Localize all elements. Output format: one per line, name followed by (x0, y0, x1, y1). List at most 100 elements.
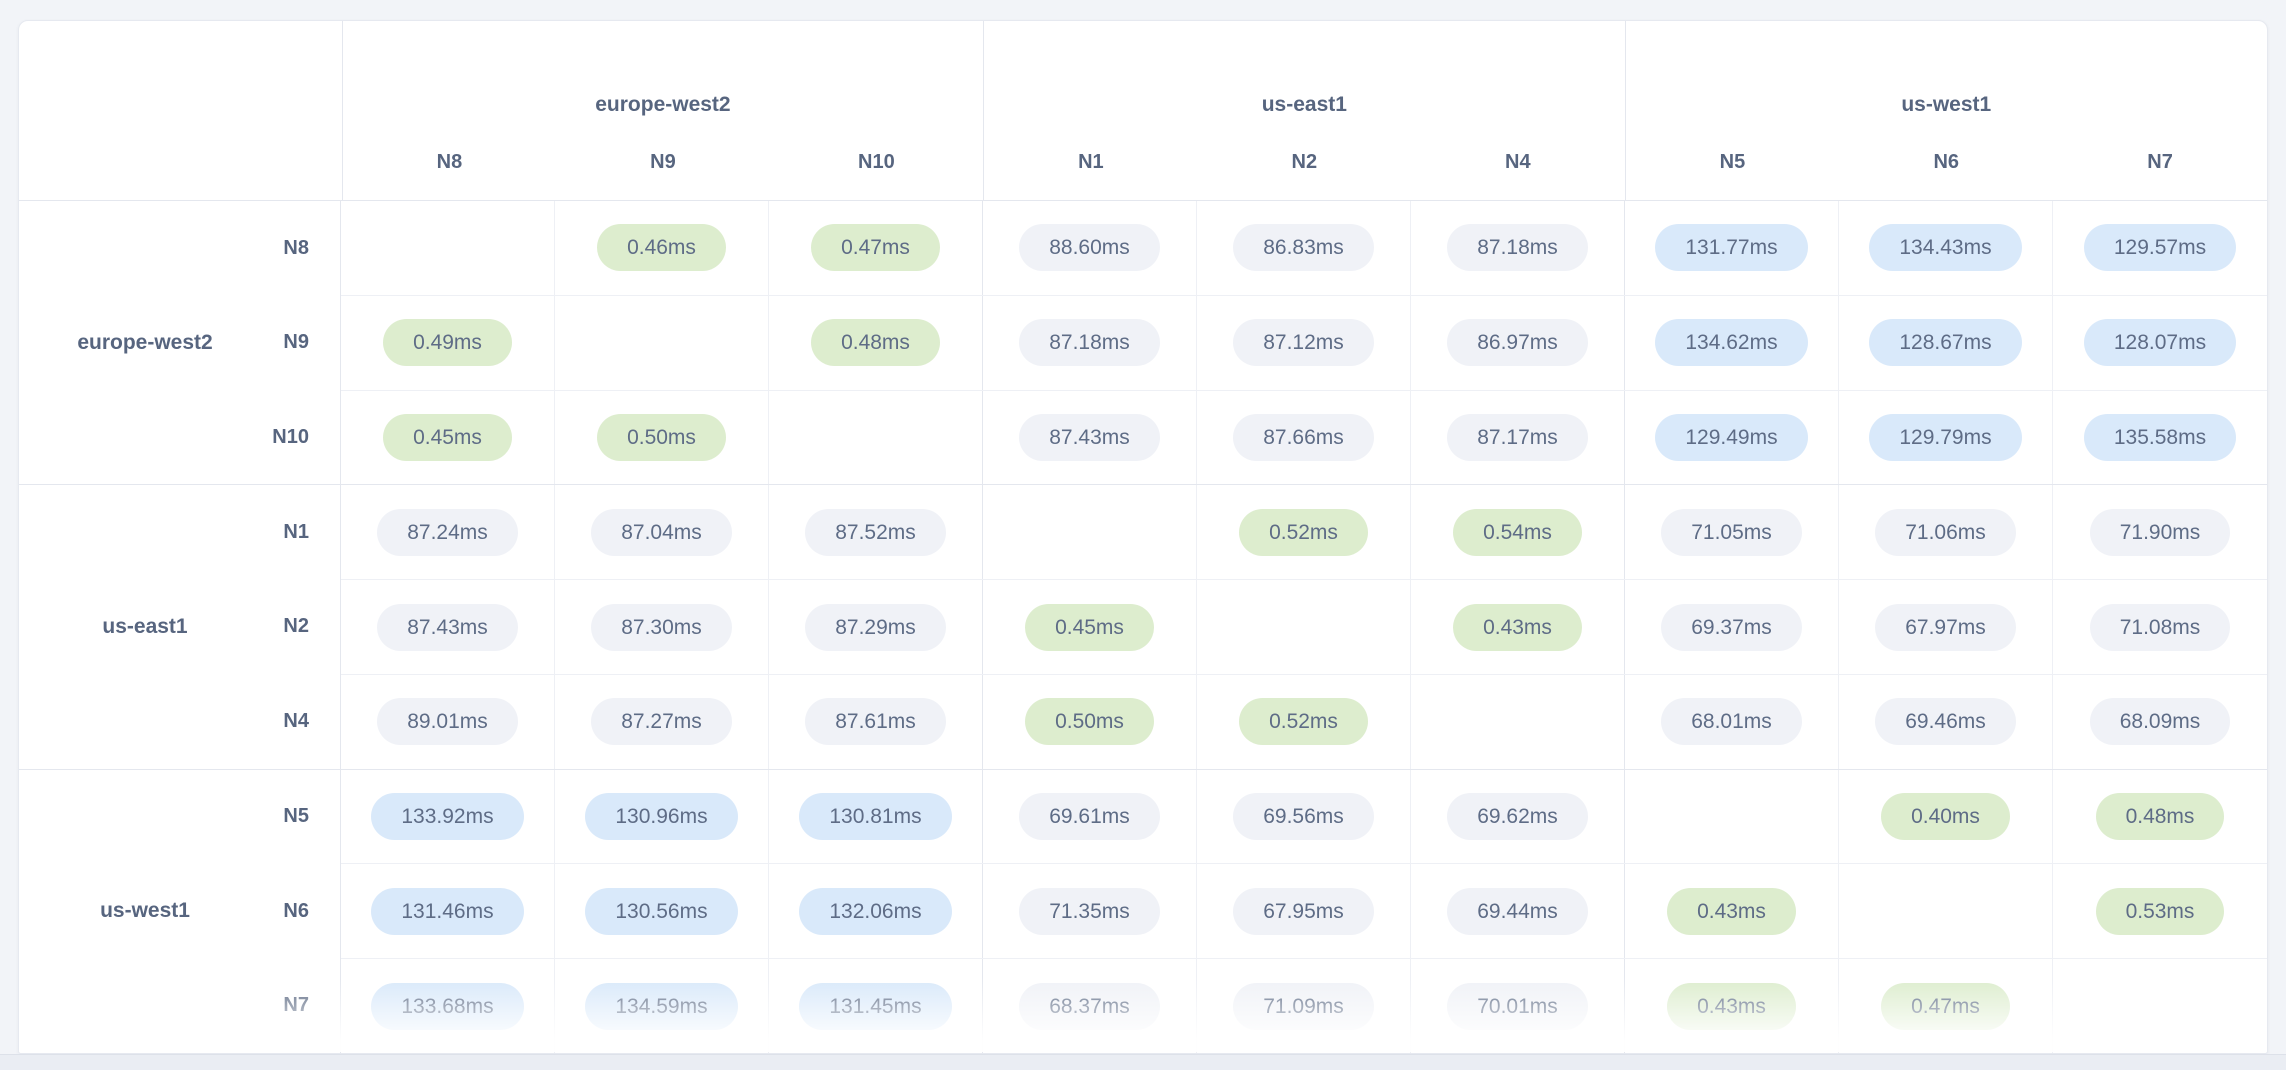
latency-value-pill[interactable]: 86.97ms (1447, 319, 1588, 367)
latency-value-pill[interactable]: 133.92ms (371, 793, 524, 841)
row-group-us-west1: us-west1 N5 N6 N7 133.92ms 130.96ms 130.81ms 69… (19, 769, 2267, 1053)
row-group-data: 133.92ms 130.96ms 130.81ms 69.61ms 69.56ms 69… (341, 769, 2267, 1053)
latency-value-pill[interactable]: 71.90ms (2089, 508, 2231, 556)
latency-cell (2053, 959, 2267, 1053)
latency-value-pill[interactable]: 87.17ms (1447, 413, 1588, 461)
latency-cell: 87.27ms (555, 674, 769, 769)
latency-value-pill[interactable]: 0.48ms (2095, 793, 2225, 841)
latency-value-pill[interactable]: 135.58ms (2083, 413, 2237, 461)
latency-cell: 0.50ms (555, 390, 769, 485)
latency-value-pill[interactable]: 128.67ms (1869, 319, 2022, 367)
latency-value-pill[interactable]: 0.52ms (1239, 508, 1368, 556)
latency-value-pill[interactable]: 130.81ms (799, 793, 952, 841)
latency-value-pill[interactable]: 0.48ms (811, 319, 940, 367)
latency-value-pill[interactable]: 87.52ms (805, 508, 946, 556)
latency-value-pill[interactable]: 0.45ms (383, 413, 512, 461)
latency-cell: 135.58ms (2053, 391, 2267, 485)
latency-value-pill[interactable]: 68.09ms (2089, 698, 2231, 746)
latency-value-pill[interactable]: 87.12ms (1233, 319, 1374, 367)
latency-value-pill[interactable]: 0.50ms (597, 413, 726, 461)
latency-cell: 71.08ms (2053, 580, 2267, 674)
latency-value-pill[interactable]: 68.37ms (1019, 982, 1160, 1030)
row-region-label: us-east1 (102, 614, 188, 638)
latency-value-pill[interactable]: 0.53ms (2095, 887, 2225, 935)
latency-matrix-card: europe-west2 N8 N9 N10 us-east1 N1 N2 N4 us-west… (18, 20, 2268, 1054)
latency-value-pill[interactable]: 70.01ms (1447, 982, 1588, 1030)
latency-cell: 133.68ms (341, 959, 555, 1053)
latency-value-pill[interactable]: 69.56ms (1233, 793, 1374, 841)
row-node-label-column: N8 N9 N10 (19, 201, 340, 484)
latency-cell: 87.12ms (1197, 295, 1411, 390)
latency-cell: 0.47ms (769, 201, 983, 295)
latency-value-pill[interactable]: 71.08ms (2089, 603, 2231, 651)
latency-value-pill[interactable]: 87.24ms (377, 508, 518, 556)
latency-cell: 87.17ms (1411, 390, 1625, 485)
latency-value-pill[interactable]: 87.61ms (805, 698, 946, 746)
latency-value-pill[interactable]: 87.66ms (1233, 413, 1374, 461)
latency-cell: 71.35ms (983, 864, 1197, 959)
latency-value-pill[interactable]: 0.43ms (1667, 887, 1796, 935)
latency-value-pill[interactable]: 87.18ms (1447, 224, 1588, 272)
column-node-label-row: N8 N9 N10 (343, 151, 983, 174)
latency-value-pill[interactable]: 69.44ms (1447, 887, 1588, 935)
latency-value-pill[interactable]: 69.37ms (1661, 603, 1802, 651)
latency-value-pill[interactable]: 131.45ms (799, 982, 952, 1030)
latency-cell: 67.97ms (1839, 580, 2053, 674)
row-group-europe-west2: europe-west2 N8 N9 N10 0.46ms 0.47ms 88.60ms 86… (19, 201, 2267, 486)
latency-cell: 0.49ms (341, 295, 555, 390)
latency-value-pill[interactable]: 134.59ms (585, 982, 738, 1030)
latency-value-pill[interactable]: 87.30ms (591, 603, 732, 651)
latency-value-pill[interactable]: 129.79ms (1869, 413, 2022, 461)
column-node-label-n6: N6 (1933, 151, 1960, 173)
latency-cell: 87.43ms (983, 390, 1197, 485)
latency-value-pill[interactable]: 87.04ms (591, 508, 732, 556)
latency-cell (555, 295, 769, 390)
latency-value-pill[interactable]: 67.95ms (1233, 887, 1374, 935)
latency-value-pill[interactable]: 0.43ms (1453, 603, 1582, 651)
latency-row-n5: 133.92ms 130.96ms 130.81ms 69.61ms 69.56ms 69… (341, 769, 2267, 865)
latency-cell: 87.66ms (1197, 390, 1411, 485)
latency-value-pill[interactable]: 0.52ms (1239, 698, 1368, 746)
latency-value-pill[interactable]: 131.46ms (371, 887, 524, 935)
latency-value-pill[interactable]: 132.06ms (799, 887, 952, 935)
latency-value-pill[interactable]: 67.97ms (1875, 603, 2016, 651)
latency-value-pill[interactable]: 0.47ms (811, 224, 940, 272)
latency-value-pill[interactable]: 134.43ms (1869, 224, 2022, 272)
latency-value-pill[interactable]: 68.01ms (1661, 698, 1802, 746)
latency-value-pill[interactable]: 69.61ms (1019, 793, 1160, 841)
column-region-label: us-west1 (1901, 93, 1992, 116)
latency-value-pill[interactable]: 128.07ms (2083, 319, 2237, 367)
latency-value-pill[interactable]: 0.49ms (383, 319, 512, 367)
column-node-label-row: N1 N2 N4 (984, 151, 1624, 174)
latency-value-pill[interactable]: 69.46ms (1875, 698, 2016, 746)
latency-value-pill[interactable]: 0.43ms (1667, 982, 1796, 1030)
latency-value-pill[interactable]: 131.77ms (1655, 224, 1808, 272)
latency-value-pill[interactable]: 134.62ms (1655, 319, 1808, 367)
latency-value-pill[interactable]: 130.96ms (585, 793, 738, 841)
latency-value-pill[interactable]: 69.62ms (1447, 793, 1588, 841)
latency-cell: 87.24ms (341, 485, 555, 580)
latency-value-pill[interactable]: 71.06ms (1875, 508, 2016, 556)
latency-value-pill[interactable]: 87.29ms (805, 603, 946, 651)
latency-value-pill[interactable]: 87.18ms (1019, 319, 1160, 367)
latency-value-pill[interactable]: 86.83ms (1233, 224, 1374, 272)
latency-value-pill[interactable]: 0.46ms (597, 224, 726, 272)
latency-value-pill[interactable]: 0.45ms (1025, 603, 1154, 651)
latency-value-pill[interactable]: 71.35ms (1019, 887, 1160, 935)
latency-value-pill[interactable]: 87.43ms (1019, 413, 1160, 461)
latency-value-pill[interactable]: 71.09ms (1233, 982, 1374, 1030)
latency-value-pill[interactable]: 0.47ms (1881, 982, 2010, 1030)
latency-value-pill[interactable]: 89.01ms (377, 698, 518, 746)
latency-value-pill[interactable]: 0.40ms (1881, 793, 2010, 841)
latency-value-pill[interactable]: 129.57ms (2083, 224, 2237, 272)
latency-value-pill[interactable]: 130.56ms (585, 887, 738, 935)
latency-value-pill[interactable]: 71.05ms (1661, 508, 1802, 556)
latency-value-pill[interactable]: 133.68ms (371, 982, 524, 1030)
latency-value-pill[interactable]: 0.50ms (1025, 698, 1154, 746)
latency-value-pill[interactable]: 87.43ms (377, 603, 518, 651)
latency-value-pill[interactable]: 129.49ms (1655, 413, 1808, 461)
latency-value-pill[interactable]: 87.27ms (591, 698, 732, 746)
latency-value-pill[interactable]: 88.60ms (1019, 224, 1160, 272)
column-node-label-n2: N2 (1291, 151, 1318, 173)
latency-value-pill[interactable]: 0.54ms (1453, 508, 1582, 556)
